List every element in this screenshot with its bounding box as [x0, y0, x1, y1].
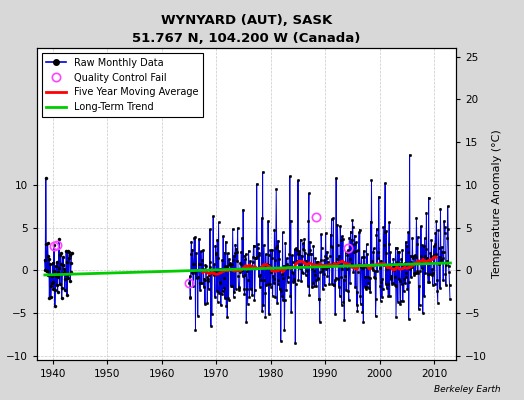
- Legend: Raw Monthly Data, Quality Control Fail, Five Year Moving Average, Long-Term Tren: Raw Monthly Data, Quality Control Fail, …: [41, 53, 203, 117]
- Y-axis label: Temperature Anomaly (°C): Temperature Anomaly (°C): [493, 130, 503, 278]
- Title: WYNYARD (AUT), SASK
51.767 N, 104.200 W (Canada): WYNYARD (AUT), SASK 51.767 N, 104.200 W …: [132, 14, 361, 46]
- Text: Berkeley Earth: Berkeley Earth: [434, 385, 500, 394]
